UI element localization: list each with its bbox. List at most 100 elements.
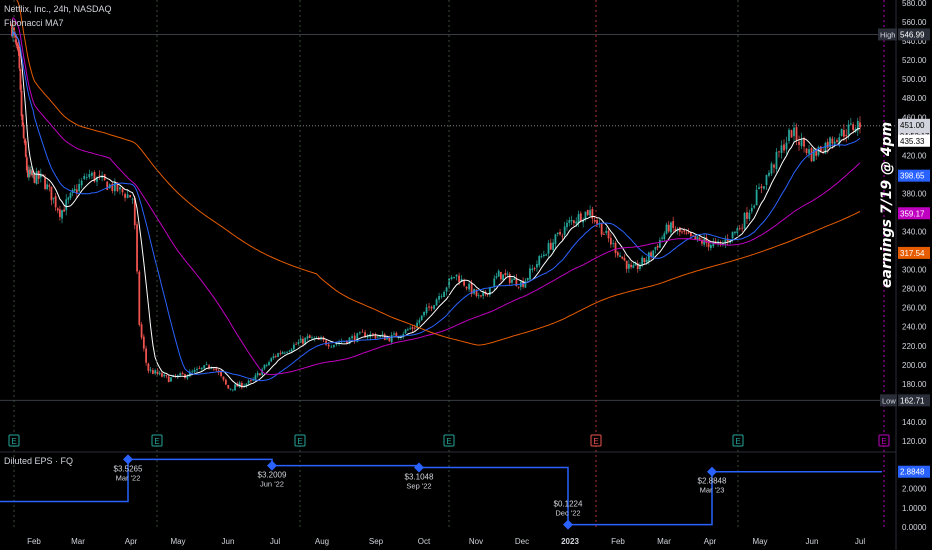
candle-body — [726, 238, 729, 242]
candle-body — [433, 305, 435, 309]
candle-body — [603, 234, 605, 235]
candle-body — [775, 151, 778, 170]
candle-body — [440, 295, 443, 297]
earnings-marker-letter: E — [11, 437, 16, 446]
earnings-annotation: earnings 7/19 @ 4pm — [879, 122, 895, 288]
candle-body — [20, 90, 23, 117]
candle-body — [559, 231, 561, 235]
candle-body — [154, 370, 157, 374]
candle-body — [393, 333, 395, 335]
candle-body — [605, 230, 608, 233]
candle-body — [656, 245, 659, 248]
candle-body — [351, 336, 353, 339]
x-tick-label: Oct — [418, 537, 431, 546]
candle-body — [418, 320, 421, 323]
candle-body — [582, 219, 585, 223]
candle-body — [371, 333, 374, 335]
candle-body — [48, 185, 51, 187]
candle-body — [21, 114, 24, 126]
candle-body — [320, 338, 322, 340]
candle-body — [14, 34, 17, 38]
candle-body — [142, 336, 145, 349]
candle-body — [607, 230, 610, 239]
candle-body — [667, 224, 670, 232]
candle-body — [575, 221, 578, 224]
candle-body — [428, 306, 430, 308]
candle-body — [220, 371, 222, 376]
eps-value-label: $3.5265 — [114, 464, 143, 473]
symbol-title: Netflix, Inc., 24h, NASDAQ — [4, 4, 112, 14]
candle-body — [39, 173, 42, 178]
candle-body — [709, 245, 712, 249]
earnings-marker-letter: E — [154, 437, 159, 446]
candle-body — [696, 236, 699, 240]
candle-body — [121, 188, 124, 193]
candle-body — [614, 242, 617, 254]
candle-body — [768, 172, 770, 176]
candle-body — [85, 177, 88, 179]
candle-body — [513, 278, 516, 281]
candle-body — [647, 252, 650, 262]
candle-body — [681, 231, 683, 233]
candle-body — [630, 264, 633, 268]
earnings-marker — [590, 434, 602, 447]
candle-body — [477, 295, 480, 297]
candle-body — [763, 186, 765, 189]
candle-body — [663, 233, 666, 240]
y-tick-label: 280.00 — [902, 285, 927, 294]
candle-body — [531, 268, 534, 270]
candle-body — [268, 361, 270, 366]
candle-body — [63, 209, 66, 212]
candle-body — [281, 352, 284, 355]
earnings-marker — [151, 434, 163, 447]
candle-body — [843, 130, 845, 137]
candle-body — [129, 195, 132, 198]
candle-body — [356, 333, 359, 343]
x-tick-label: May — [170, 537, 185, 546]
candle-body — [409, 328, 412, 330]
candle-body — [93, 171, 96, 182]
candle-body — [689, 232, 692, 236]
candle-body — [78, 184, 81, 192]
candle-body — [445, 287, 448, 292]
x-tick-label: Feb — [611, 537, 625, 546]
candle-body — [245, 383, 248, 386]
candle-body — [299, 338, 302, 343]
candle-body — [540, 256, 543, 258]
candle-body — [404, 329, 407, 334]
earnings-marker-letter: E — [297, 437, 302, 446]
candle-body — [470, 282, 473, 295]
low-badge: 162.71 — [900, 396, 925, 405]
candle-body — [687, 232, 690, 234]
candle-body — [343, 341, 346, 343]
candle-body — [836, 140, 838, 142]
candle-body — [270, 358, 273, 362]
ma-badge-bg — [898, 169, 930, 182]
candle-body — [778, 151, 780, 153]
eps-period-label: Dec '22 — [555, 509, 580, 518]
y-tick-label: 520.00 — [902, 56, 927, 65]
candle-body — [224, 379, 227, 385]
candle-body — [430, 306, 433, 309]
y-tick-label: 220.00 — [902, 342, 927, 351]
candle-body — [208, 365, 210, 369]
y-tick-label: 240.00 — [902, 323, 927, 332]
candle-body — [54, 196, 57, 208]
eps-period-label: Sep '22 — [406, 481, 431, 490]
candle-body — [800, 138, 803, 147]
candle-body — [475, 289, 478, 297]
candle-body — [283, 352, 286, 354]
ma-white-line — [11, 31, 861, 388]
candle-body — [455, 274, 458, 277]
candle-body — [203, 365, 206, 369]
candle-body — [435, 299, 438, 306]
candle-body — [502, 274, 505, 281]
candle-body — [468, 283, 471, 290]
x-tick-label: 2023 — [561, 537, 579, 546]
candle-body — [111, 183, 114, 191]
candle-body — [193, 369, 196, 373]
eps-period-label: Jun '22 — [260, 480, 284, 489]
ma-badge: 359.17 — [900, 209, 925, 218]
candle-body — [641, 257, 644, 266]
